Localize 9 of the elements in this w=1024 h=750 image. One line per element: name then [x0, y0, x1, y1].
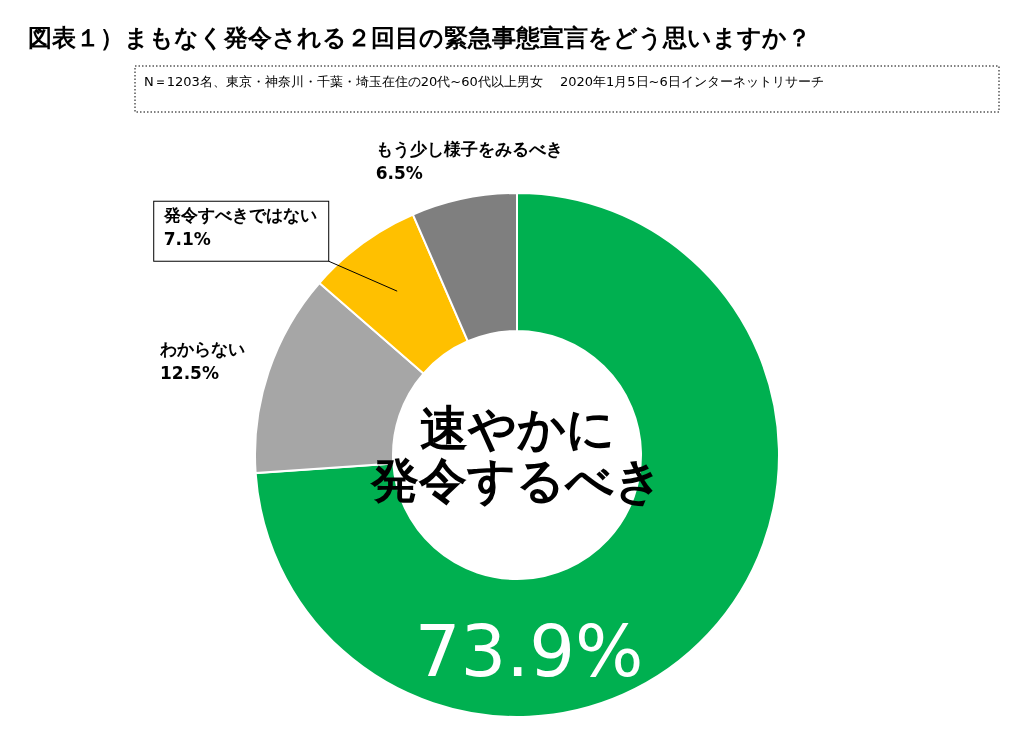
- slice-label: わからない: [159, 338, 245, 359]
- data-label: 12.5%: [160, 362, 219, 383]
- slice-label: 発令すべきではない: [162, 205, 317, 226]
- chart-title: 図表１）まもなく発令される２回目の緊急事態宣言をどう思いますか？: [28, 24, 811, 52]
- data-label: 73.9%: [414, 609, 644, 693]
- data-label: 7.1%: [163, 229, 211, 250]
- slice-label: もう少し様子をみるべき: [375, 139, 563, 160]
- data-label: 6.5%: [375, 163, 423, 184]
- text: N＝1203名、東京・神奈川・千葉・埼玉在住の20代~60代以上男女 2020年1月5日~6日インターネットリサーチ: [144, 74, 824, 89]
